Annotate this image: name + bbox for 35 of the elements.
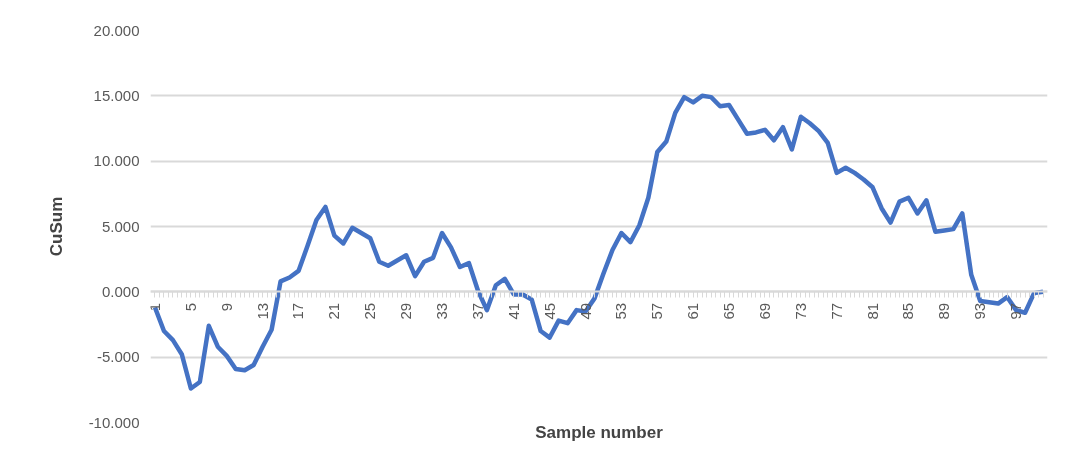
x-tick-label: 37 xyxy=(468,302,486,320)
x-tick-label: 25 xyxy=(361,302,379,320)
x-tick-label: 9 xyxy=(217,302,235,312)
x-tick-label: 77 xyxy=(827,302,845,320)
x-tick-label: 5 xyxy=(181,302,199,312)
y-tick-label: 15.000 xyxy=(93,86,140,104)
x-tick-label: 33 xyxy=(433,302,451,320)
x-tick-label: 21 xyxy=(325,302,343,320)
x-tick-label: 85 xyxy=(899,302,917,320)
y-tick-label: -5.000 xyxy=(96,348,140,366)
x-tick-label: 61 xyxy=(684,302,702,320)
y-tick-label: 10.000 xyxy=(93,152,140,170)
y-axis-title: CuSum xyxy=(46,196,66,257)
x-tick-label: 29 xyxy=(397,302,415,320)
x-tick-label: 17 xyxy=(289,302,307,320)
y-tick-label: 0.000 xyxy=(101,282,140,300)
y-tick-label: -10.000 xyxy=(88,413,140,431)
x-tick-label: 1 xyxy=(145,302,163,312)
x-axis-title: Sample number xyxy=(535,422,664,442)
x-tick-label: 65 xyxy=(720,302,738,320)
x-tick-label: 13 xyxy=(253,302,271,320)
line-series xyxy=(152,93,1046,391)
x-tick-label: 41 xyxy=(504,302,522,320)
x-tick-label: 89 xyxy=(935,302,953,320)
x-tick-label: 53 xyxy=(612,302,630,320)
x-tick-label: 49 xyxy=(576,302,594,320)
y-tick-label: 20.000 xyxy=(93,21,140,39)
x-tick-label: 73 xyxy=(791,302,809,320)
x-tick-label: 45 xyxy=(540,302,558,320)
x-tick-label: 81 xyxy=(863,302,881,320)
x-tick-label: 93 xyxy=(971,302,989,320)
x-tick-label: 69 xyxy=(755,302,773,320)
x-tick-label: 57 xyxy=(648,302,666,320)
x-tick-label: 97 xyxy=(1007,302,1025,320)
y-tick-label: 5.000 xyxy=(101,217,140,235)
